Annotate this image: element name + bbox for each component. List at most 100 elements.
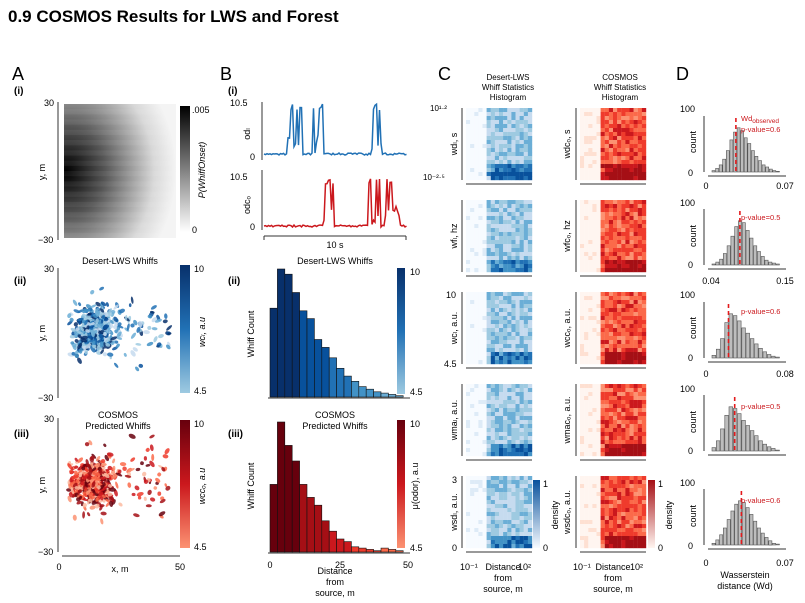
heatmap-cell: [613, 500, 618, 505]
heatmap-cell: [584, 388, 589, 393]
heatmap-cell: [625, 268, 630, 273]
heatmap-cell: [474, 404, 479, 409]
heatmap-cell: [580, 316, 585, 321]
heatmap-cell: [596, 520, 601, 525]
heatmap-cell: [466, 240, 471, 245]
heatmap-cell: [588, 312, 593, 317]
heatmap-cell: [466, 312, 471, 317]
heatmap-cell: [600, 444, 605, 449]
heatmap-cell: [486, 308, 491, 313]
heatmap-cell: [613, 128, 618, 133]
heatmap-cell: [613, 512, 618, 517]
heatmap-cell: [584, 248, 589, 253]
whiff-point: [99, 505, 103, 511]
heatmap-cell: [494, 312, 500, 317]
heatmap-cell: [617, 428, 622, 433]
heatmap-cell: [637, 264, 643, 269]
whiff-point: [96, 323, 101, 328]
d-row0-xtick-max: 0.07: [776, 181, 794, 191]
histogram-bar: [373, 391, 382, 398]
c-left-title-2: Whiff Statistics: [482, 83, 534, 92]
heatmap-cell: [482, 484, 487, 489]
heatmap-cell: [637, 496, 643, 501]
heatmap-cell: [637, 508, 643, 513]
heatmap-cell: [494, 268, 500, 273]
heatmap-cell: [527, 132, 533, 137]
heatmap-cell: [613, 340, 618, 345]
heatmap-cell: [494, 540, 500, 545]
heatmap-cell: [482, 528, 487, 533]
heatmap-cell: [588, 224, 593, 229]
heatmap-cell: [600, 248, 605, 253]
heatmap-cell: [503, 228, 508, 233]
heatmap-cell: [499, 132, 504, 137]
heatmap-cell: [592, 424, 597, 429]
heatmap-cell: [474, 320, 479, 325]
d-row1-pvalue: p-value=0.5: [741, 213, 780, 222]
whiff-point: [166, 325, 173, 331]
heatmap-cell: [584, 440, 589, 445]
a-ii-ytick-top: 30: [44, 264, 54, 274]
heatmap-cell: [592, 224, 597, 229]
heatmap-cell: [637, 304, 643, 309]
heatmap-cell: [507, 320, 512, 325]
heatmap-cell: [527, 336, 533, 341]
heatmap-cell: [613, 492, 618, 497]
heatmap-cell: [580, 116, 585, 121]
wasserstein-bar: [753, 245, 758, 266]
whiff-point: [69, 469, 74, 474]
heatmap-cell: [625, 344, 630, 349]
heatmap-cell: [503, 112, 508, 117]
heatmap-cell: [466, 244, 471, 249]
heatmap-cell: [633, 524, 638, 529]
heatmap-cell: [507, 516, 512, 521]
heatmap-cell: [523, 224, 529, 229]
heatmap-cell: [515, 120, 520, 125]
heatmap-cell: [604, 120, 610, 125]
heatmap-cell: [608, 480, 614, 485]
heatmap-cell: [494, 128, 500, 133]
heatmap-cell: [466, 120, 471, 125]
heatmap-cell: [617, 252, 622, 257]
heatmap-cell: [641, 168, 647, 173]
b-iii-title-1: COSMOS: [315, 410, 355, 420]
heatmap-cell: [482, 392, 487, 397]
heatmap-cell: [625, 132, 630, 137]
b-i-bottom-ytick-top: 10.5: [230, 172, 248, 182]
heatmap-cell: [519, 152, 524, 157]
whiff-point: [75, 327, 80, 331]
heatmap-cell: [629, 336, 634, 341]
heatmap-cell: [499, 264, 504, 269]
heatmap-cell: [503, 412, 508, 417]
heatmap-cell: [608, 232, 614, 237]
heatmap-cell: [600, 136, 605, 141]
heatmap-cell: [604, 436, 610, 441]
heatmap-cell: [466, 296, 471, 301]
heatmap-cell: [641, 436, 647, 441]
wasserstein-bar: [728, 313, 733, 359]
heatmap-cell: [637, 204, 643, 209]
heatmap-cell: [600, 268, 605, 273]
heatmap-cell: [608, 228, 614, 233]
heatmap-cell: [511, 212, 516, 217]
heatmap-cell: [499, 112, 504, 117]
heatmap-cell: [629, 200, 634, 205]
heatmap-cell: [613, 480, 618, 485]
heatmap-cell: [608, 528, 614, 533]
whiff-point: [78, 302, 82, 307]
heatmap-cell: [511, 512, 516, 517]
heatmap-cell: [637, 408, 643, 413]
heatmap-cell: [592, 332, 597, 337]
whiff-point: [72, 474, 80, 480]
heatmap-cell: [494, 516, 500, 521]
heatmap-cell: [617, 144, 622, 149]
heatmap-cell: [511, 308, 516, 313]
heatmap-cell: [641, 152, 647, 157]
c-left-title-3: Histogram: [490, 93, 527, 102]
wasserstein-bar: [749, 237, 754, 266]
heatmap-cell: [596, 420, 601, 425]
c-right-xlabel-3: source, m: [593, 584, 633, 594]
heatmap-cell: [604, 208, 610, 213]
heatmap-cell: [600, 208, 605, 213]
heatmap-cell: [641, 116, 647, 121]
